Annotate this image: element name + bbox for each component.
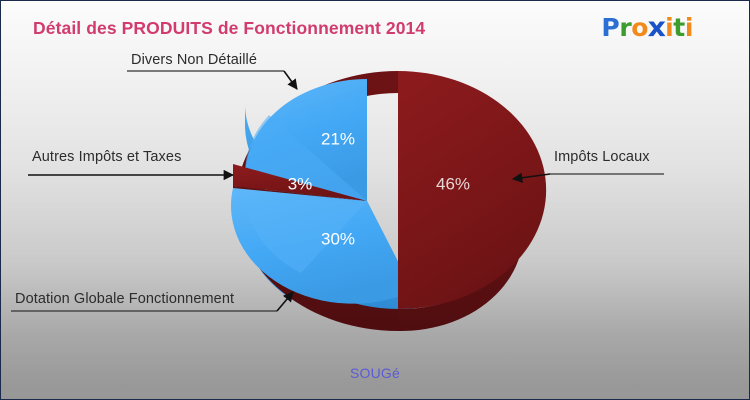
slice-value-impots: 46%	[436, 174, 470, 193]
callout-leader-divers	[127, 70, 298, 90]
logo-letter-p: P	[601, 13, 620, 42]
chart-caption: SOUGé	[349, 365, 400, 381]
page-title: Détail des PRODUITS de Fonctionnement 20…	[33, 18, 426, 38]
logo-letter-t: t	[673, 13, 685, 42]
callout-label-impots: Impôts Locaux	[554, 149, 650, 165]
callout-label-dotation: Dotation Globale Fonctionnement	[15, 291, 235, 307]
callout-label-divers: Divers Non Détaillé	[131, 52, 257, 68]
proxiti-logo[interactable]: Proxiti	[601, 12, 693, 43]
logo-letter-r: r	[619, 13, 632, 42]
pie-slice-impots[interactable]: 46%	[398, 71, 547, 309]
pie-slice-autres[interactable]: 3%	[233, 164, 367, 201]
logo-letter-x: x	[647, 12, 666, 43]
logo-letter-i1: i	[665, 13, 674, 42]
callout-label-autres: Autres Impôts et Taxes	[32, 149, 182, 165]
callout-leader-impots	[511, 172, 664, 183]
callout-leader-dotation	[11, 291, 294, 312]
logo-letter-i2: i	[684, 13, 694, 42]
pie-slice-dotation[interactable]: 30%	[231, 188, 413, 304]
slice-value-divers: 21%	[321, 129, 355, 148]
slice-value-autres: 3%	[288, 174, 313, 193]
logo-letter-o: o	[631, 13, 649, 42]
slice-value-dotation: 30%	[321, 229, 355, 248]
